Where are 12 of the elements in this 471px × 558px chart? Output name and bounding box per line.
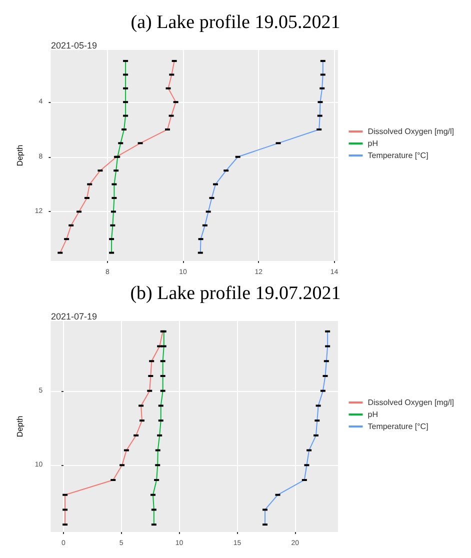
legend-label: pH xyxy=(368,410,378,419)
legend-label: Temperature [°C] xyxy=(368,151,428,160)
y-axis-title: Depth xyxy=(16,144,24,166)
legend-label: Dissolved Oxygen [mg/l] xyxy=(368,398,454,407)
legend-label: Dissolved Oxygen [mg/l] xyxy=(368,127,454,136)
chart-subtitle: 2021-07-19 xyxy=(51,312,98,322)
chart-title: (a) Lake profile 19.05.2021 xyxy=(130,12,340,33)
y-axis-title: Depth xyxy=(16,416,24,438)
legend-label: Temperature [°C] xyxy=(368,422,428,431)
chart-subtitle: 2021-05-19 xyxy=(51,40,98,50)
chart-title: (b) Lake profile 19.07.2021 xyxy=(130,283,341,304)
legend-label: pH xyxy=(368,139,378,148)
